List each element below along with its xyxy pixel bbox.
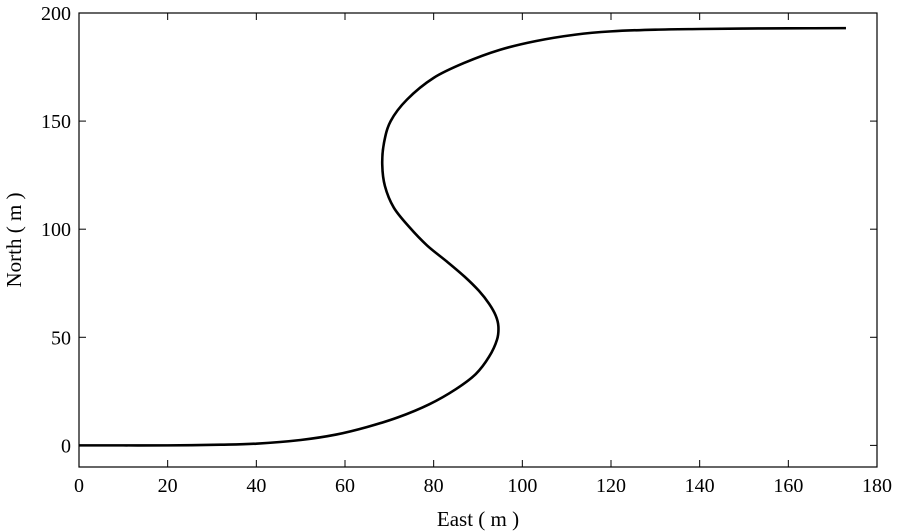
plot-area [78, 12, 878, 468]
y-tick-label: 150 [41, 111, 71, 133]
y-tick-label: 0 [61, 435, 71, 457]
y-tick-label: 200 [41, 3, 71, 25]
series-layer [78, 26, 846, 447]
x-axis-label: East ( m ) [437, 507, 519, 531]
x-tick-label: 160 [773, 475, 803, 497]
y-tick-label: 100 [41, 219, 71, 241]
x-tick-label: 100 [507, 475, 537, 497]
x-ticks: 0 20 40 60 80 100 120 140 160 180 [74, 13, 892, 497]
x-tick-label: 180 [862, 475, 892, 497]
x-tick-label: 60 [335, 475, 355, 497]
x-tick-label: 20 [158, 475, 178, 497]
x-tick-label: 0 [74, 475, 84, 497]
y-axis-label: North ( m ) [2, 192, 26, 287]
x-tick-label: 80 [424, 475, 444, 497]
x-tick-label: 40 [246, 475, 266, 497]
y-ticks: 0 50 100 150 200 [41, 3, 877, 457]
x-tick-label: 140 [685, 475, 715, 497]
x-tick-label: 120 [596, 475, 626, 497]
trajectory-line-0 [78, 26, 846, 447]
y-tick-label: 50 [51, 327, 71, 349]
